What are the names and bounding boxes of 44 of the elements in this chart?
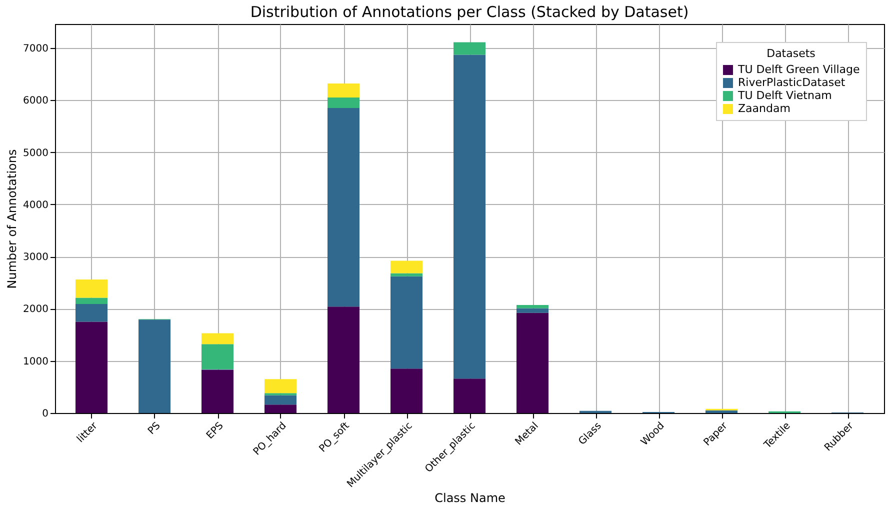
y-tick-label: 3000: [23, 252, 48, 264]
bar: [76, 298, 108, 304]
y-tick-label: 7000: [23, 43, 48, 54]
bar: [328, 98, 360, 108]
legend-label: TU Delft Vietnam: [737, 89, 832, 102]
y-tick-label: 2000: [23, 304, 48, 316]
bar: [202, 344, 234, 370]
bar: [516, 308, 548, 313]
y-tick-label: 6000: [23, 96, 48, 107]
bar: [138, 320, 170, 413]
legend-label: Zaandam: [738, 102, 790, 115]
bar: [454, 54, 486, 379]
bar: [328, 108, 360, 307]
bar: [264, 404, 296, 413]
y-tick-label: 1000: [23, 356, 48, 368]
bar: [328, 83, 360, 98]
bar: [454, 42, 486, 55]
legend-title: Datasets: [766, 47, 816, 60]
bar: [706, 410, 738, 413]
legend-label: TU Delft Green Village: [737, 63, 860, 76]
bar: [454, 378, 486, 413]
bar: [202, 370, 234, 413]
x-tick-label: EPS: [204, 420, 226, 442]
y-tick-label: 0: [42, 408, 48, 420]
bar: [202, 333, 234, 344]
bar: [76, 280, 108, 298]
x-axis-title: Class Name: [434, 491, 506, 506]
bar: [516, 312, 548, 413]
y-tick-label: 4000: [23, 200, 48, 211]
bar: [516, 305, 548, 308]
y-tick-label: 5000: [23, 148, 48, 159]
bar: [390, 276, 422, 369]
bar: [328, 306, 360, 413]
bar: [264, 379, 296, 394]
bar: [390, 260, 422, 274]
bar: [76, 304, 108, 322]
bar: [76, 322, 108, 413]
y-axis-title: Number of Annotations: [5, 149, 20, 289]
bar: [390, 368, 422, 413]
bar: [264, 395, 296, 405]
chart-title: Distribution of Annotations per Class (Stacked by Dataset): [250, 3, 689, 21]
legend-label: RiverPlasticDataset: [738, 76, 846, 89]
bar: [390, 273, 422, 276]
x-tick-label: PS: [146, 420, 163, 438]
